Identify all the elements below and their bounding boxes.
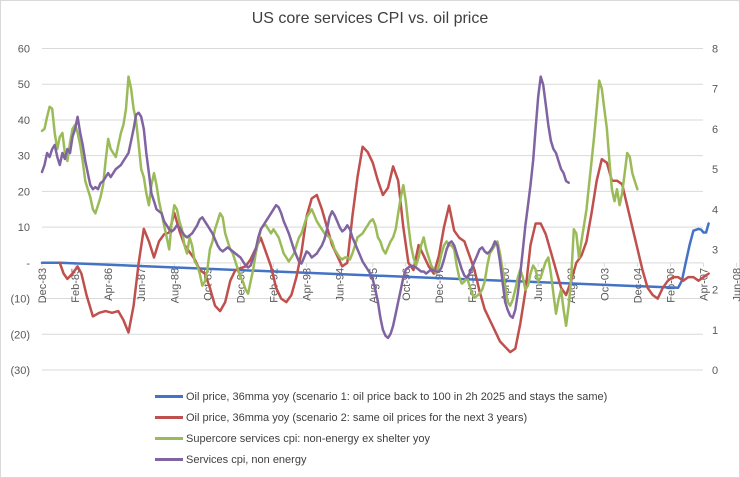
legend-swatch (155, 437, 183, 440)
series-lines (40, 75, 710, 354)
legend-label: Services cpi, non energy (186, 453, 307, 466)
legend-item: Services cpi, non energy (155, 449, 607, 470)
legend-item: Oil price, 36mma yoy (scenario 2: same o… (155, 407, 607, 428)
legend-swatch (155, 395, 183, 398)
y-right-tick-label: 1 (712, 325, 718, 337)
y-left-tick-label: (30) (10, 365, 30, 377)
y-axis-right: 8 7 6 5 4 3 2 1 0 (712, 44, 718, 378)
chart-title: US core services CPI vs. oil price (251, 10, 489, 27)
y-left-tick-label: 30 (18, 151, 30, 163)
x-tick-label: Aug-88 (169, 268, 181, 303)
x-tick-label: Jun-08 (732, 268, 740, 302)
y-right-tick-label: 8 (712, 44, 718, 56)
y-left-tick-label: (10) (10, 294, 30, 306)
y-left-tick-label: (20) (10, 329, 30, 341)
y-left-tick-label: 50 (18, 79, 30, 91)
y-right-tick-label: 0 (712, 365, 718, 377)
y-right-tick-label: 3 (712, 244, 718, 256)
legend-item: Oil price, 36mma yoy (scenario 1: oil pr… (155, 386, 607, 407)
y-axis-left: 60 50 40 30 20 10 - (10) (20) (30) (10, 44, 30, 378)
x-tick-label: Dec-90 (235, 268, 247, 303)
y-left-tick-label: 60 (18, 44, 30, 56)
y-left-tick-label: 20 (18, 186, 30, 198)
x-tick-label: Apr-07 (699, 268, 711, 301)
x-tick-label: Feb-85 (70, 268, 82, 303)
x-axis: Dec-83 Feb-85 Apr-86 Jun-87 Aug-88 Oct-89 Dec-… (37, 262, 740, 303)
y-right-tick-label: 2 (712, 285, 718, 297)
y-right-tick-label: 6 (712, 124, 718, 136)
legend-label: Oil price, 36mma yoy (scenario 1: oil pr… (186, 390, 608, 403)
x-tick-label: Dec-97 (434, 268, 446, 303)
y-right-tick-label: 4 (712, 204, 718, 216)
x-tick-label: Apr-93 (302, 268, 314, 301)
y-left-tick-label: 40 (18, 115, 30, 127)
x-tick-label: Feb-06 (665, 268, 677, 303)
x-tick-label: Dec-83 (37, 268, 49, 303)
x-tick-label: Jun-87 (136, 268, 148, 302)
legend-swatch (155, 416, 183, 419)
x-tick-label: Apr-86 (103, 268, 115, 301)
legend-label: Supercore services cpi: non-energy ex sh… (186, 432, 430, 445)
legend-label: Oil price, 36mma yoy (scenario 2: same o… (186, 411, 528, 424)
series-line-supercore-services-cpi-non-energy-ex-she (40, 75, 639, 328)
legend: Oil price, 36mma yoy (scenario 1: oil pr… (155, 386, 607, 470)
y-left-tick-label: - (26, 258, 30, 270)
x-tick-label: Jun-94 (335, 268, 347, 302)
legend-swatch (155, 458, 183, 461)
y-right-tick-label: 5 (712, 164, 718, 176)
y-left-tick-label: 10 (18, 222, 30, 234)
legend-item: Supercore services cpi: non-energy ex sh… (155, 428, 607, 449)
series-line-services-cpi-non-energy (40, 75, 570, 340)
y-right-tick-label: 7 (712, 84, 718, 96)
